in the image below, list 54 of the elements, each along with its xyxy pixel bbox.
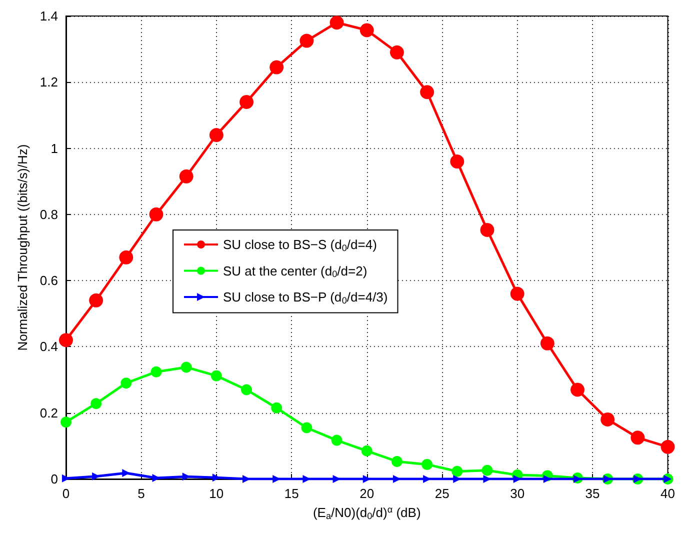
point [330,16,344,30]
x-tick-label: 5 [138,486,145,501]
x-tick-label: 30 [510,486,525,501]
point [600,412,615,426]
y-tick-label: 0.8 [40,206,58,222]
y-axis-title: Normalized Throughput ((bits/s)/Hz) [15,144,30,351]
point [482,464,493,476]
point [452,466,463,477]
point [179,169,194,184]
x-tick-label: 20 [360,486,374,501]
point [660,440,675,454]
point [570,382,584,397]
point [58,333,73,348]
y-tick-label: 1.4 [40,8,58,24]
x-tick-label: 35 [585,486,600,501]
point [540,336,554,350]
point [271,402,282,414]
y-tick-label: 1.2 [40,74,58,90]
point [300,34,314,48]
point [150,366,162,378]
point [510,286,524,301]
point [149,207,164,222]
point [180,362,192,373]
point [89,293,104,308]
point [209,128,224,142]
x-tick-label: 10 [209,486,224,501]
x-tick-label: 25 [434,486,450,501]
x-tick-label: 15 [284,486,299,501]
y-tick-label: 0.4 [40,339,58,354]
x-tick-label: 0 [62,486,70,501]
y-tick-label: 0 [50,472,58,486]
y-tick-label: 0.6 [40,273,58,288]
point [119,250,134,264]
point [270,60,284,74]
point [90,398,102,410]
point [331,434,342,446]
x-tick-label: 40 [660,486,676,501]
point [210,370,222,382]
point [241,384,252,396]
point [60,416,72,428]
y-tick-label: 1 [50,140,58,156]
point [360,23,374,38]
y-tick-label: 0.2 [40,405,58,420]
point [422,458,433,470]
point [630,430,645,445]
point [390,45,404,60]
point [450,154,464,169]
point [301,422,312,434]
point [391,456,402,467]
point [240,94,254,109]
point [480,222,494,237]
point [420,85,434,100]
point [361,445,372,456]
point [120,378,132,389]
